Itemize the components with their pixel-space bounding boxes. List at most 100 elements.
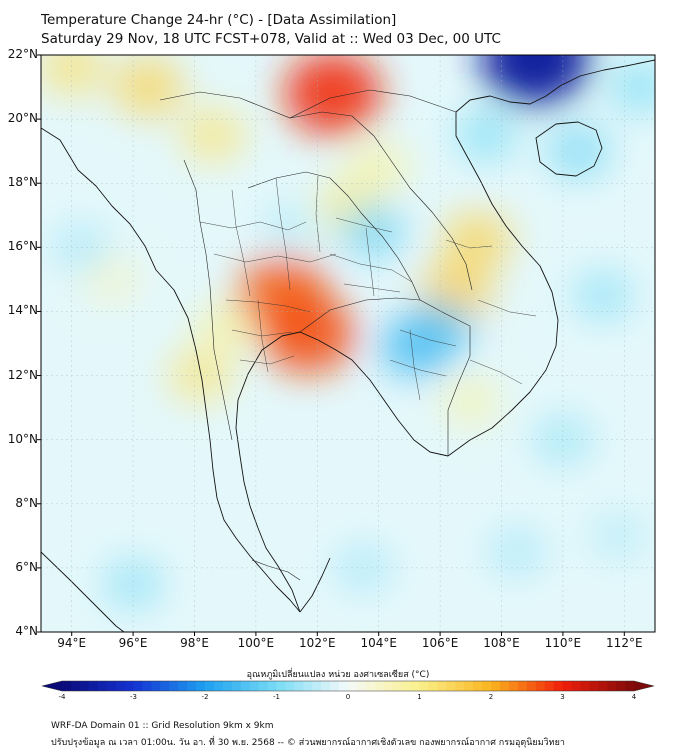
colorbar-segment-4 — [97, 681, 108, 691]
map-frame — [40, 54, 656, 633]
coastline-malay-east — [299, 557, 331, 613]
temperature-change-field — [41, 55, 655, 610]
colorbar-segment-18 — [222, 681, 233, 691]
lat-label-6: 6°N — [15, 559, 38, 574]
colorbar-segment-43 — [446, 681, 456, 691]
colorbar-tick-2: -2 — [201, 693, 209, 701]
colorbar-segment-9 — [142, 681, 152, 691]
anomaly-blob-13 — [348, 141, 409, 193]
colorbar-segment-39 — [410, 681, 420, 691]
border-china-south — [159, 89, 457, 119]
anomaly-blob-26 — [488, 528, 546, 576]
colorbar-segment-20 — [240, 681, 251, 691]
colorbar-segment-1 — [70, 681, 81, 691]
border-thailand-myanmar — [183, 159, 233, 441]
colorbar-outline — [41, 680, 655, 692]
anomaly-blob-14 — [480, 55, 590, 105]
border-thailand-cambodia — [299, 297, 421, 333]
footer-model-info: WRF-DA Domain 01 :: Grid Resolution 9km … — [51, 721, 274, 731]
colorbar-tick-0: -4 — [58, 693, 66, 701]
anomaly-blob-28 — [608, 61, 655, 114]
colorbar-segment-55 — [553, 681, 563, 691]
colorbar-segment-49 — [499, 681, 510, 691]
colorbar-segment-2 — [79, 681, 90, 691]
coastline-china-south — [559, 59, 655, 87]
colorbar-segment-24 — [276, 681, 286, 691]
colorbar-segment-50 — [508, 681, 519, 691]
province-lines-vietnam — [445, 239, 537, 385]
lat-label-22: 22°N — [7, 47, 38, 61]
colorbar — [41, 680, 655, 692]
gridlines — [41, 55, 655, 632]
colorbar-segment-61 — [607, 681, 617, 691]
colorbar-segment-5 — [106, 681, 117, 691]
map-figure — [37, 54, 656, 636]
anomaly-blob-24 — [103, 558, 164, 610]
colorbar-tick-7: 3 — [560, 693, 565, 701]
anomaly-blob-11 — [441, 210, 513, 271]
colorbar-segment-32 — [348, 681, 358, 691]
lat-label-16: 16°N — [7, 239, 38, 254]
lon-label-102: 102°E — [299, 636, 336, 650]
colorbar-segment-23 — [267, 681, 277, 691]
colorbar-segment-11 — [160, 681, 170, 691]
anomaly-blob-7 — [195, 302, 256, 353]
colorbar-segment-35 — [374, 681, 385, 691]
border-thailand-malaysia — [251, 559, 301, 581]
colorbar-segment-12 — [169, 681, 179, 691]
coastline-sumatra — [41, 551, 125, 632]
lon-label-94: 94°E — [57, 636, 87, 650]
colorbar-segment-38 — [401, 681, 411, 691]
anomaly-blob-25 — [335, 544, 392, 592]
colorbar-segment-25 — [285, 681, 295, 691]
colorbar-segment-30 — [330, 681, 340, 691]
colorbar-segment-27 — [303, 681, 313, 691]
colorbar-tick-6: 2 — [488, 693, 494, 701]
colorbar-tick-8: 4 — [631, 693, 637, 701]
map-title: Temperature Change 24-hr (°C) - [Data As… — [41, 12, 397, 28]
province-lines-central — [225, 299, 311, 373]
colorbar-segment-57 — [571, 681, 581, 691]
colorbar-segment-52 — [526, 681, 537, 691]
province-lines-cambodia — [389, 329, 457, 401]
colorbar-segment-33 — [356, 681, 367, 691]
lon-label-104: 104°E — [360, 636, 397, 650]
colorbar-tick-1: -3 — [130, 693, 137, 701]
coastline-hainan — [535, 121, 603, 177]
anomaly-blob-16 — [455, 109, 518, 162]
lon-label-100: 100°E — [237, 636, 275, 650]
colorbar-segment-22 — [258, 681, 268, 691]
anomaly-blob-9 — [84, 256, 140, 303]
anomaly-blob-8 — [41, 55, 106, 97]
colorbar-segment-10 — [151, 681, 161, 691]
lon-label-108: 108°E — [483, 636, 520, 650]
border-laos-vietnam — [289, 111, 473, 291]
colorbar-segment-21 — [249, 681, 260, 691]
coastline-myanmar-thailand-west — [41, 127, 301, 613]
colorbar-segment-36 — [383, 681, 394, 691]
coastline-gulf-of-thailand — [235, 331, 449, 613]
colorbar-segment-47 — [482, 681, 492, 691]
colorbar-segment-51 — [517, 681, 528, 691]
lat-label-4: 4°N — [15, 624, 38, 638]
colorbar-tick-5: 1 — [417, 693, 422, 701]
anomaly-blob-2 — [261, 294, 355, 374]
colorbar-segment-16 — [205, 681, 215, 691]
colorbar-segment-46 — [473, 681, 483, 691]
colorbar-segment-28 — [312, 681, 322, 691]
colorbar-segment-45 — [464, 681, 474, 691]
anomaly-blob-4 — [180, 107, 246, 163]
lat-label-12: 12°N — [7, 367, 38, 382]
anomaly-blob-21 — [52, 223, 110, 271]
colorbar-segment-37 — [392, 681, 403, 691]
colorbar-segment-62 — [616, 681, 626, 691]
anomaly-blob-6 — [167, 347, 234, 404]
lon-label-110: 110°E — [544, 636, 582, 650]
coastline-vietnam-east — [447, 85, 561, 457]
colorbar-tick-3: -1 — [273, 693, 280, 701]
colorbar-segment-56 — [562, 681, 572, 691]
colorbar-segment-0 — [62, 681, 72, 691]
colorbar-segment-6 — [115, 681, 125, 691]
coastlines — [41, 59, 655, 632]
colorbar-tick-4: 0 — [345, 693, 351, 701]
